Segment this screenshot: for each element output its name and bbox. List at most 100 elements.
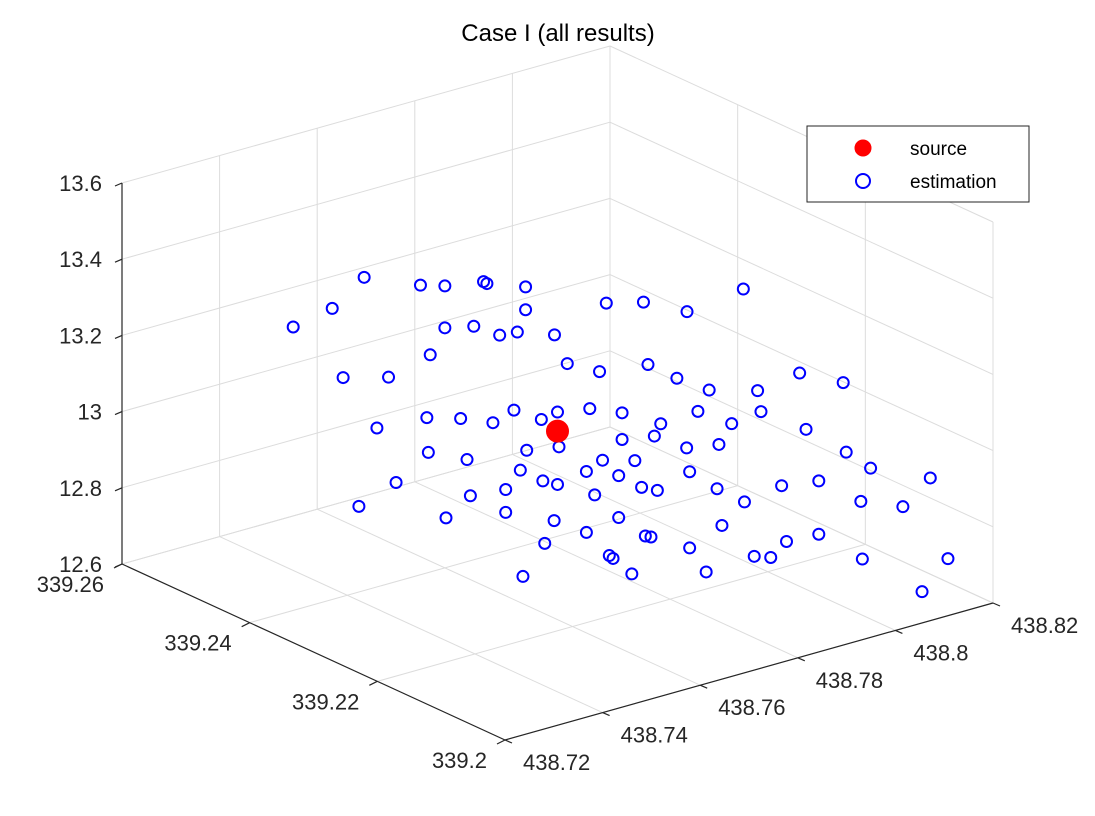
estimation-point bbox=[854, 494, 868, 508]
estimation-point bbox=[775, 479, 789, 493]
chart-title: Case I (all results) bbox=[461, 20, 654, 47]
estimation-point bbox=[599, 296, 613, 310]
x-tick-label: 438.82 bbox=[1011, 613, 1078, 638]
estimation-point bbox=[793, 366, 807, 380]
estimation-point bbox=[516, 569, 530, 583]
source-point bbox=[546, 419, 569, 443]
y-tick-label: 339.26 bbox=[37, 572, 104, 597]
estimation-point bbox=[644, 530, 658, 544]
estimation-point bbox=[352, 499, 366, 513]
estimation-point bbox=[615, 432, 629, 446]
estimation-point bbox=[480, 277, 494, 291]
estimation-point bbox=[836, 376, 850, 390]
x-tick bbox=[602, 712, 610, 717]
y-tick-label: 339.24 bbox=[164, 631, 231, 656]
estimation-point bbox=[596, 453, 610, 467]
grid-line bbox=[609, 121, 994, 299]
estimation-point bbox=[725, 417, 739, 431]
y-tick bbox=[369, 680, 378, 686]
x-tick-label: 438.8 bbox=[913, 640, 968, 665]
legend-estimation-marker bbox=[855, 173, 871, 189]
estimation-point bbox=[638, 529, 652, 543]
estimation-point bbox=[413, 278, 427, 292]
estimation-point bbox=[357, 270, 371, 284]
estimation-point bbox=[628, 454, 642, 468]
estimation-point bbox=[499, 483, 513, 497]
estimation-point bbox=[715, 518, 729, 532]
estimation-point bbox=[547, 514, 561, 528]
estimation-point bbox=[670, 371, 684, 385]
estimation-point bbox=[536, 474, 550, 488]
estimation-point bbox=[606, 551, 620, 565]
grid-line bbox=[512, 453, 896, 631]
grid-line bbox=[121, 121, 611, 260]
estimation-point bbox=[325, 301, 339, 315]
estimation-point bbox=[519, 303, 533, 317]
z-tick bbox=[114, 487, 123, 492]
estimation-point bbox=[583, 402, 597, 416]
grid-line bbox=[121, 350, 611, 489]
estimation-point bbox=[551, 405, 564, 419]
grid-line bbox=[609, 350, 994, 528]
estimation-point bbox=[896, 500, 910, 514]
x-tick bbox=[797, 657, 806, 662]
estimation-point bbox=[382, 370, 396, 384]
estimation-point bbox=[534, 412, 548, 426]
estimation-point bbox=[593, 365, 607, 379]
estimation-point bbox=[839, 445, 853, 459]
data-points bbox=[286, 270, 955, 599]
estimation-point bbox=[764, 550, 778, 564]
estimation-point bbox=[486, 416, 500, 430]
grid-line bbox=[609, 426, 994, 604]
estimation-point bbox=[737, 495, 751, 509]
grid-line bbox=[121, 274, 611, 413]
estimation-point bbox=[336, 371, 350, 385]
estimation-point bbox=[710, 482, 724, 496]
estimation-point bbox=[421, 445, 435, 459]
estimation-point bbox=[460, 453, 474, 467]
legend-box bbox=[806, 125, 1030, 203]
z-tick-label: 13 bbox=[78, 400, 102, 425]
y-tick bbox=[113, 563, 123, 569]
y-tick-label: 339.22 bbox=[292, 689, 359, 714]
estimation-point bbox=[754, 405, 768, 419]
z-tick-label: 13.6 bbox=[59, 171, 102, 196]
back-left-wall bbox=[122, 100, 319, 564]
estimation-point bbox=[812, 527, 826, 541]
estimation-point bbox=[650, 483, 664, 497]
estimation-point bbox=[520, 443, 534, 457]
estimation-point bbox=[915, 585, 929, 599]
estimation-point bbox=[370, 421, 384, 435]
estimation-point bbox=[510, 325, 524, 339]
estimation-point bbox=[612, 511, 626, 525]
estimation-point bbox=[635, 480, 649, 494]
y-tick bbox=[496, 739, 506, 745]
z-tick-label: 12.8 bbox=[59, 476, 102, 501]
estimation-point bbox=[612, 469, 626, 483]
z-tick-label: 12.6 bbox=[59, 552, 102, 577]
x-tick-label: 438.76 bbox=[718, 695, 785, 720]
estimation-point bbox=[636, 295, 650, 309]
grid-line bbox=[219, 536, 603, 714]
grid-line bbox=[121, 197, 611, 336]
legend-source-label: source bbox=[910, 139, 967, 160]
estimation-point bbox=[799, 422, 813, 436]
z-tick bbox=[114, 182, 123, 187]
estimation-point bbox=[812, 474, 826, 488]
grid-line bbox=[316, 508, 701, 686]
legend-estimation-label: estimation bbox=[910, 172, 997, 193]
grid-line bbox=[377, 543, 866, 682]
estimation-point bbox=[712, 437, 726, 451]
estimation-point bbox=[691, 404, 705, 418]
x-tick bbox=[699, 684, 708, 689]
estimation-point bbox=[547, 328, 561, 342]
estimation-point bbox=[438, 321, 452, 335]
estimation-point bbox=[780, 534, 794, 548]
estimation-point bbox=[588, 488, 602, 502]
estimation-point bbox=[923, 471, 937, 485]
estimation-point bbox=[519, 280, 533, 294]
estimation-point bbox=[389, 476, 403, 490]
x-tick bbox=[895, 629, 903, 634]
estimation-point bbox=[641, 358, 655, 372]
